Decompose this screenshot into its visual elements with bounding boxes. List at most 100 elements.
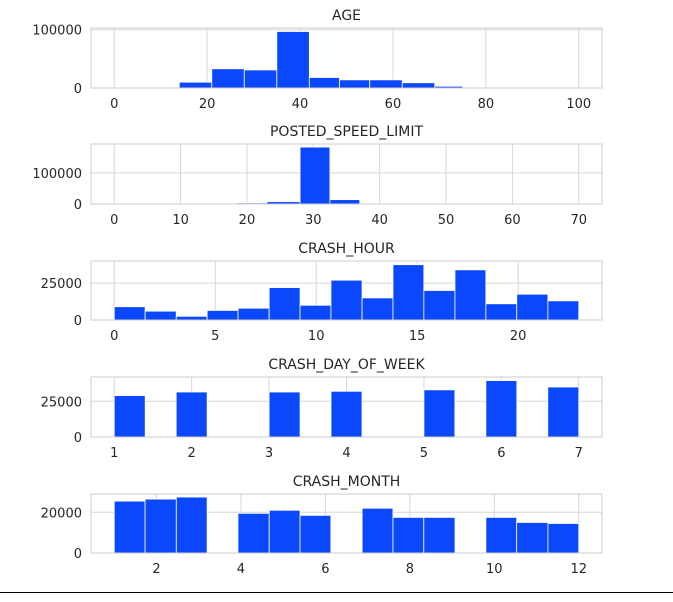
x-tick-label: 2 (152, 562, 160, 577)
x-tick-label: 3 (265, 446, 273, 461)
histogram-bar (237, 512, 270, 554)
x-tick-label: 6 (497, 446, 505, 461)
subplot-title: POSTED_SPEED_LIMIT (270, 124, 423, 140)
bottom-divider (0, 592, 673, 593)
histogram-bar (113, 500, 146, 554)
x-tick-label: 5 (420, 446, 428, 461)
y-tick-label: 0 (74, 431, 82, 446)
histogram-bar (237, 307, 270, 321)
plot-area (91, 144, 602, 204)
y-tick-label: 0 (74, 314, 82, 329)
histogram-bar (268, 509, 301, 554)
x-tick-label: 10 (308, 329, 325, 344)
y-tick-label: 20000 (41, 506, 82, 521)
histogram-bar (113, 306, 146, 321)
histogram-bar (423, 290, 456, 321)
histogram-bar (423, 389, 456, 438)
subplot-title: CRASH_MONTH (293, 474, 401, 490)
x-tick-label: 30 (305, 213, 322, 228)
subplot-crash-hour: CRASH_HOUR 0 5 10 15 20 0 25000 (41, 241, 603, 344)
x-tick-label: 20 (510, 329, 527, 344)
x-tick-label: 5 (211, 329, 219, 344)
histogram-bar (206, 310, 239, 321)
histogram-bar (369, 79, 403, 89)
subplot-title: CRASH_HOUR (298, 241, 395, 257)
x-tick-label: 0 (110, 97, 118, 112)
histogram-bar (113, 395, 146, 438)
subplot-posted-speed-limit: POSTED_SPEED_LIMIT 0 10 20 30 40 50 60 70 0 100000 (32, 124, 603, 228)
histogram-bar (485, 380, 518, 438)
x-tick-label: 40 (292, 97, 309, 112)
histogram-bar (547, 386, 580, 438)
x-tick-label: 7 (575, 446, 583, 461)
x-tick-label: 20 (239, 213, 256, 228)
histogram-bar (485, 516, 518, 554)
y-tick-label: 25000 (41, 395, 82, 410)
x-tick-label: 15 (409, 329, 426, 344)
plot-area (91, 28, 602, 88)
histogram-bar (485, 303, 518, 321)
histogram-bar (175, 391, 208, 438)
x-tick-label: 10 (486, 562, 503, 577)
axes-frame (90, 376, 603, 438)
y-tick-label: 0 (74, 82, 82, 97)
histogram-bar (299, 514, 332, 554)
histogram-bar (547, 523, 580, 554)
histogram-bar (299, 146, 331, 205)
x-tick-label: 1 (110, 446, 118, 461)
x-tick-label: 40 (371, 213, 388, 228)
histogram-bar (175, 496, 208, 554)
histogram-bar (268, 287, 301, 321)
histogram-bar (547, 300, 580, 321)
y-tick-label: 0 (74, 198, 82, 213)
axes-frame (90, 260, 603, 321)
subplot-title: AGE (332, 8, 361, 24)
x-tick-label: 50 (438, 213, 455, 228)
x-tick-label: 70 (570, 213, 587, 228)
x-tick-label: 8 (406, 562, 414, 577)
x-tick-label: 0 (110, 329, 118, 344)
x-tick-label: 2 (188, 446, 196, 461)
y-tick-label: 0 (74, 547, 82, 562)
histogram-bar (516, 293, 549, 321)
x-tick-label: 6 (321, 562, 329, 577)
x-tick-label: 100 (566, 97, 591, 112)
y-tick-label: 100000 (32, 24, 82, 39)
axes-frame (90, 143, 603, 205)
subplot-crash-month: CRASH_MONTH 2 4 6 8 10 12 0 20000 (41, 474, 603, 577)
histogram-bar (268, 391, 301, 438)
histogram-bar (423, 516, 456, 554)
histogram-bar (144, 310, 177, 321)
histogram-bar (329, 199, 361, 205)
x-tick-label: 12 (570, 562, 587, 577)
histogram-bar (339, 79, 371, 89)
x-tick-label: 80 (478, 97, 495, 112)
x-tick-label: 20 (199, 97, 216, 112)
x-tick-label: 4 (237, 562, 245, 577)
histogram-bar (178, 81, 213, 89)
subplot-age: AGE 0 20 40 60 80 100 0 100000 (32, 8, 603, 112)
y-tick-label: 25000 (41, 277, 82, 292)
x-tick-label: 60 (385, 97, 402, 112)
histogram-bar (330, 279, 363, 321)
subplot-title: CRASH_DAY_OF_WEEK (268, 357, 425, 373)
x-tick-label: 0 (110, 213, 118, 228)
x-tick-label: 60 (504, 213, 521, 228)
axes-frame (90, 493, 603, 554)
histogram-bar (361, 507, 394, 554)
histogram-bar (308, 77, 340, 89)
x-tick-label: 4 (342, 446, 350, 461)
y-tick-label: 100000 (32, 167, 82, 182)
histogram-bar (361, 297, 394, 321)
histogram-bar (454, 269, 487, 321)
histogram-bar (144, 498, 177, 554)
x-tick-label: 10 (172, 213, 189, 228)
histogram-bar (401, 82, 436, 89)
histogram-bar (392, 264, 425, 321)
histogram-bar (330, 390, 363, 438)
subplot-crash-day-of-week: CRASH_DAY_OF_WEEK 1 2 3 4 5 6 7 0 25000 (41, 357, 603, 461)
histogram-bar (299, 304, 332, 321)
axes-frame (90, 27, 603, 89)
histogram-bar (276, 31, 310, 89)
